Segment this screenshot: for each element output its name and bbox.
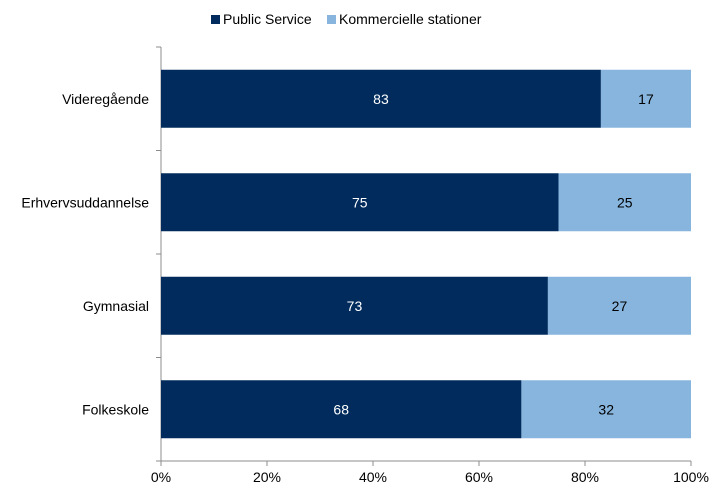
bar-segment [161,276,548,335]
x-tick-label: 20% [253,469,281,485]
legend: Public Service Kommercielle stationer [211,11,482,27]
data-label: 17 [638,91,654,107]
data-label: 68 [333,401,349,417]
category-label: Folkeskole [82,401,149,417]
x-tick-label: 60% [465,469,493,485]
bar-segment [161,173,559,232]
data-label: 75 [352,194,368,210]
bar-segment [161,69,601,128]
legend-swatch [211,15,220,24]
x-tick-label: 40% [359,469,387,485]
bars: Videregående 83 17 Erhvervsuddannelse 75 25 Gy… [21,69,691,439]
legend-label: Kommercielle stationer [339,11,482,27]
legend-label: Public Service [223,11,312,27]
bar-segment [600,69,691,128]
category-label: Gymnasial [83,298,149,314]
data-label: 25 [617,194,633,210]
bar-segment [558,173,691,232]
data-label: 73 [347,298,363,314]
axes: 0% 20% 40% 60% 80% 100% [151,46,709,485]
x-tick-label: 80% [571,469,599,485]
legend-swatch [327,15,336,24]
bar-segment [521,380,691,439]
bar-segment [547,276,691,335]
category-label: Erhvervsuddannelse [21,194,149,210]
category-label: Videregående [62,91,149,107]
data-label: 27 [612,298,628,314]
x-tick-label: 0% [151,469,171,485]
data-label: 32 [598,401,614,417]
x-tick-label: 100% [673,469,709,485]
bar-segment [161,380,522,439]
data-label: 83 [373,91,389,107]
